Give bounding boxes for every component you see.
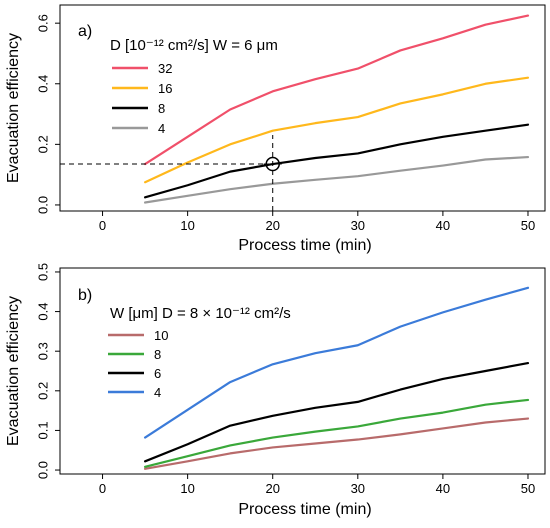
panel-a-series-group xyxy=(143,14,530,204)
panel-a-x-axis-title: Process time (min) xyxy=(238,237,371,254)
x-tick-label: 30 xyxy=(351,481,365,496)
y-tick-label: 0.4 xyxy=(35,303,50,321)
y-tick-label: 0.5 xyxy=(35,263,50,281)
legend-label-32: 32 xyxy=(158,61,172,76)
y-tick-label: 0.2 xyxy=(35,135,50,153)
x-tick-label: 50 xyxy=(521,481,535,496)
x-tick-label: 30 xyxy=(351,218,365,233)
x-tick-label: 0 xyxy=(99,218,106,233)
x-tick-label: 20 xyxy=(265,481,279,496)
series-line-8 xyxy=(143,398,530,468)
panel-b: b) W [μm] D = 8 × 10⁻¹² cm²/s 0.00.10.20… xyxy=(5,263,546,518)
legend-label-8: 8 xyxy=(158,101,165,116)
panel-b-x-axis-title: Process time (min) xyxy=(238,501,371,518)
panel-b-plot-frame xyxy=(59,267,546,475)
y-tick-label: 0.1 xyxy=(35,421,50,439)
panel-b-y-axis: 0.0 0.1 0.2 0.3 0.4 0.5 xyxy=(35,263,60,479)
panel-b-x-axis: 0 10 20 30 40 50 xyxy=(99,474,535,496)
panel-a-legend: 32 16 8 4 xyxy=(112,61,172,136)
panel-a-x-axis: 0 10 20 30 40 50 xyxy=(99,211,535,233)
panel-a-label: a) xyxy=(78,23,92,40)
series-line-8 xyxy=(143,123,530,199)
panel-a-legend-title: D [10⁻¹² cm²/s] W = 6 μm xyxy=(110,37,278,54)
legend-label-4: 4 xyxy=(154,385,161,400)
series-line-16 xyxy=(143,76,530,184)
y-tick-label: 0.2 xyxy=(35,382,50,400)
panel-b-series-group xyxy=(143,286,530,470)
series-line-10 xyxy=(143,417,530,470)
panel-b-legend: 10 8 6 4 xyxy=(108,328,168,400)
legend-label-4: 4 xyxy=(158,121,165,136)
panel-a-y-axis: 0.0 0.2 0.4 0.6 xyxy=(35,14,60,214)
legend-label-8: 8 xyxy=(154,347,161,362)
series-line-4 xyxy=(143,286,530,439)
y-tick-label: 0.3 xyxy=(35,342,50,360)
series-line-32 xyxy=(143,14,530,166)
y-tick-label: 0.0 xyxy=(35,461,50,479)
y-tick-label: 0.4 xyxy=(35,75,50,93)
x-tick-label: 10 xyxy=(180,218,194,233)
panel-a-plot-frame xyxy=(59,4,546,212)
panel-b-y-axis-title: Evacuation efficiency xyxy=(5,296,22,446)
series-line-4 xyxy=(143,155,530,204)
y-tick-label: 0.0 xyxy=(35,196,50,214)
series-line-6 xyxy=(143,361,530,463)
x-tick-label: 50 xyxy=(521,218,535,233)
x-tick-label: 40 xyxy=(436,218,450,233)
y-tick-label: 0.6 xyxy=(35,14,50,32)
panel-b-label: b) xyxy=(78,287,92,304)
panel-a-reference-marker xyxy=(60,135,282,211)
legend-label-16: 16 xyxy=(158,81,172,96)
legend-label-6: 6 xyxy=(154,366,161,381)
x-tick-label: 10 xyxy=(180,481,194,496)
x-tick-label: 40 xyxy=(436,481,450,496)
panel-a-y-axis-title: Evacuation efficiency xyxy=(5,33,22,183)
panel-a: a) D [10⁻¹² cm²/s] W = 6 μm 0.0 0.2 0.4 0.6… xyxy=(5,4,546,254)
panel-b-legend-title: W [μm] D = 8 × 10⁻¹² cm²/s xyxy=(110,305,291,322)
x-tick-label: 0 xyxy=(99,481,106,496)
legend-label-10: 10 xyxy=(154,328,168,343)
x-tick-label: 20 xyxy=(265,218,279,233)
